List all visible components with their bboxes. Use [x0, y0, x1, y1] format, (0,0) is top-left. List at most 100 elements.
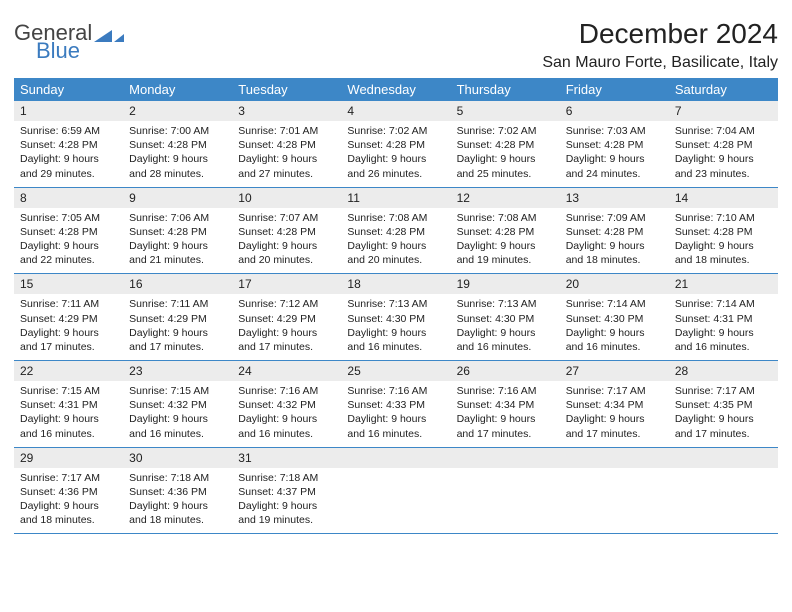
- calendar-day: 22Sunrise: 7:15 AMSunset: 4:31 PMDayligh…: [14, 361, 123, 447]
- day-number: 21: [669, 274, 778, 294]
- calendar-day: 18Sunrise: 7:13 AMSunset: 4:30 PMDayligh…: [341, 274, 450, 360]
- day-content: Sunrise: 7:15 AMSunset: 4:32 PMDaylight:…: [123, 381, 232, 447]
- day-content: Sunrise: 7:06 AMSunset: 4:28 PMDaylight:…: [123, 208, 232, 274]
- dow-tuesday: Tuesday: [232, 78, 341, 101]
- day-number: [451, 448, 560, 468]
- day-number: 30: [123, 448, 232, 468]
- day-number: 12: [451, 188, 560, 208]
- day-number: 2: [123, 101, 232, 121]
- day-number: 3: [232, 101, 341, 121]
- day-number: [560, 448, 669, 468]
- calendar-day: 10Sunrise: 7:07 AMSunset: 4:28 PMDayligh…: [232, 188, 341, 274]
- day-number: 7: [669, 101, 778, 121]
- calendar-day: 21Sunrise: 7:14 AMSunset: 4:31 PMDayligh…: [669, 274, 778, 360]
- day-number: 18: [341, 274, 450, 294]
- day-number: 23: [123, 361, 232, 381]
- day-content: Sunrise: 7:13 AMSunset: 4:30 PMDaylight:…: [341, 294, 450, 360]
- dow-monday: Monday: [123, 78, 232, 101]
- calendar-day: 20Sunrise: 7:14 AMSunset: 4:30 PMDayligh…: [560, 274, 669, 360]
- day-content: Sunrise: 7:00 AMSunset: 4:28 PMDaylight:…: [123, 121, 232, 187]
- month-title: December 2024: [542, 18, 778, 50]
- calendar-day: [669, 448, 778, 534]
- day-content: Sunrise: 6:59 AMSunset: 4:28 PMDaylight:…: [14, 121, 123, 187]
- calendar-day: 19Sunrise: 7:13 AMSunset: 4:30 PMDayligh…: [451, 274, 560, 360]
- calendar-day: 7Sunrise: 7:04 AMSunset: 4:28 PMDaylight…: [669, 101, 778, 187]
- day-number: 22: [14, 361, 123, 381]
- calendar-day: [451, 448, 560, 534]
- day-content: Sunrise: 7:03 AMSunset: 4:28 PMDaylight:…: [560, 121, 669, 187]
- day-content: Sunrise: 7:11 AMSunset: 4:29 PMDaylight:…: [14, 294, 123, 360]
- dow-thursday: Thursday: [451, 78, 560, 101]
- calendar-day: 14Sunrise: 7:10 AMSunset: 4:28 PMDayligh…: [669, 188, 778, 274]
- dow-saturday: Saturday: [669, 78, 778, 101]
- calendar-day: 11Sunrise: 7:08 AMSunset: 4:28 PMDayligh…: [341, 188, 450, 274]
- calendar-week: 29Sunrise: 7:17 AMSunset: 4:36 PMDayligh…: [14, 447, 778, 535]
- day-number: 14: [669, 188, 778, 208]
- calendar-day: 6Sunrise: 7:03 AMSunset: 4:28 PMDaylight…: [560, 101, 669, 187]
- day-number: 10: [232, 188, 341, 208]
- day-number: [341, 448, 450, 468]
- calendar-day: 23Sunrise: 7:15 AMSunset: 4:32 PMDayligh…: [123, 361, 232, 447]
- day-number: 17: [232, 274, 341, 294]
- day-of-week-header: Sunday Monday Tuesday Wednesday Thursday…: [14, 78, 778, 101]
- calendar: Sunday Monday Tuesday Wednesday Thursday…: [14, 78, 778, 534]
- day-number: 20: [560, 274, 669, 294]
- day-content: Sunrise: 7:14 AMSunset: 4:31 PMDaylight:…: [669, 294, 778, 360]
- day-content: Sunrise: 7:08 AMSunset: 4:28 PMDaylight:…: [341, 208, 450, 274]
- day-content: Sunrise: 7:08 AMSunset: 4:28 PMDaylight:…: [451, 208, 560, 274]
- day-number: 31: [232, 448, 341, 468]
- calendar-day: 3Sunrise: 7:01 AMSunset: 4:28 PMDaylight…: [232, 101, 341, 187]
- day-number: 6: [560, 101, 669, 121]
- day-content: Sunrise: 7:10 AMSunset: 4:28 PMDaylight:…: [669, 208, 778, 274]
- day-number: 4: [341, 101, 450, 121]
- day-number: 16: [123, 274, 232, 294]
- calendar-day: 17Sunrise: 7:12 AMSunset: 4:29 PMDayligh…: [232, 274, 341, 360]
- day-number: 8: [14, 188, 123, 208]
- calendar-day: 16Sunrise: 7:11 AMSunset: 4:29 PMDayligh…: [123, 274, 232, 360]
- day-number: 9: [123, 188, 232, 208]
- calendar-day: 12Sunrise: 7:08 AMSunset: 4:28 PMDayligh…: [451, 188, 560, 274]
- calendar-day: 27Sunrise: 7:17 AMSunset: 4:34 PMDayligh…: [560, 361, 669, 447]
- day-content: Sunrise: 7:02 AMSunset: 4:28 PMDaylight:…: [341, 121, 450, 187]
- dow-friday: Friday: [560, 78, 669, 101]
- day-content: Sunrise: 7:17 AMSunset: 4:36 PMDaylight:…: [14, 468, 123, 534]
- calendar-day: 1Sunrise: 6:59 AMSunset: 4:28 PMDaylight…: [14, 101, 123, 187]
- day-number: 25: [341, 361, 450, 381]
- day-number: 29: [14, 448, 123, 468]
- calendar-day: 28Sunrise: 7:17 AMSunset: 4:35 PMDayligh…: [669, 361, 778, 447]
- title-block: December 2024 San Mauro Forte, Basilicat…: [542, 18, 778, 72]
- day-number: 27: [560, 361, 669, 381]
- day-content: Sunrise: 7:16 AMSunset: 4:32 PMDaylight:…: [232, 381, 341, 447]
- calendar-day: 4Sunrise: 7:02 AMSunset: 4:28 PMDaylight…: [341, 101, 450, 187]
- day-content: Sunrise: 7:12 AMSunset: 4:29 PMDaylight:…: [232, 294, 341, 360]
- location: San Mauro Forte, Basilicate, Italy: [542, 54, 778, 72]
- calendar-page: General Blue December 2024 San Mauro For…: [0, 0, 792, 544]
- dow-sunday: Sunday: [14, 78, 123, 101]
- logo-icon: [94, 26, 124, 53]
- day-number: 24: [232, 361, 341, 381]
- calendar-day: 30Sunrise: 7:18 AMSunset: 4:36 PMDayligh…: [123, 448, 232, 534]
- logo: General Blue: [14, 22, 124, 62]
- day-number: 19: [451, 274, 560, 294]
- day-content: Sunrise: 7:17 AMSunset: 4:35 PMDaylight:…: [669, 381, 778, 447]
- day-content: Sunrise: 7:14 AMSunset: 4:30 PMDaylight:…: [560, 294, 669, 360]
- calendar-day: 8Sunrise: 7:05 AMSunset: 4:28 PMDaylight…: [14, 188, 123, 274]
- day-number: 1: [14, 101, 123, 121]
- day-content: Sunrise: 7:05 AMSunset: 4:28 PMDaylight:…: [14, 208, 123, 274]
- dow-wednesday: Wednesday: [341, 78, 450, 101]
- day-content: Sunrise: 7:09 AMSunset: 4:28 PMDaylight:…: [560, 208, 669, 274]
- day-content: Sunrise: 7:16 AMSunset: 4:34 PMDaylight:…: [451, 381, 560, 447]
- calendar-week: 15Sunrise: 7:11 AMSunset: 4:29 PMDayligh…: [14, 273, 778, 360]
- day-content: Sunrise: 7:13 AMSunset: 4:30 PMDaylight:…: [451, 294, 560, 360]
- day-content: Sunrise: 7:11 AMSunset: 4:29 PMDaylight:…: [123, 294, 232, 360]
- day-number: 5: [451, 101, 560, 121]
- calendar-body: 1Sunrise: 6:59 AMSunset: 4:28 PMDaylight…: [14, 101, 778, 534]
- logo-text: General Blue: [14, 22, 92, 62]
- calendar-day: 15Sunrise: 7:11 AMSunset: 4:29 PMDayligh…: [14, 274, 123, 360]
- day-number: 13: [560, 188, 669, 208]
- day-number: 15: [14, 274, 123, 294]
- calendar-week: 1Sunrise: 6:59 AMSunset: 4:28 PMDaylight…: [14, 101, 778, 187]
- calendar-day: [341, 448, 450, 534]
- day-content: Sunrise: 7:02 AMSunset: 4:28 PMDaylight:…: [451, 121, 560, 187]
- calendar-day: 13Sunrise: 7:09 AMSunset: 4:28 PMDayligh…: [560, 188, 669, 274]
